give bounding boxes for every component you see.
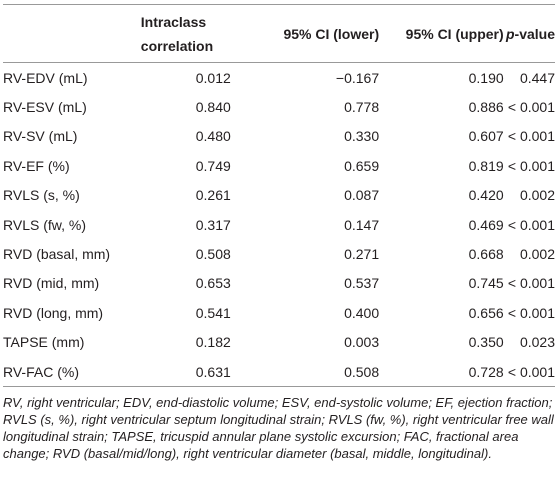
cell: < 0.001 bbox=[507, 99, 555, 116]
row-label: RVLS (s, %) bbox=[3, 187, 80, 204]
table-body: RV-EDV (mL) 0.012 −0.167 0.190 0.447 RV-ESV (… bbox=[3, 63, 555, 387]
cell: < 0.001 bbox=[507, 128, 555, 145]
cell: 0.537 bbox=[344, 275, 380, 292]
header-cell: Intraclass correlation bbox=[141, 5, 231, 63]
cell: 0.087 bbox=[344, 187, 380, 204]
header-text: Intraclass correlation bbox=[140, 13, 214, 54]
cell: 0.541 bbox=[195, 304, 231, 321]
page: Intraclass correlation 95% CI (lower) 95… bbox=[0, 4, 559, 487]
cell: 0.400 bbox=[344, 304, 380, 321]
cell: 0.190 bbox=[468, 69, 504, 86]
cell: 0.182 bbox=[195, 334, 231, 351]
row-label: RV-FAC (%) bbox=[3, 363, 79, 380]
cell: 0.002 bbox=[519, 246, 555, 263]
cell: 0.330 bbox=[344, 128, 380, 145]
header-cell: p-value bbox=[504, 5, 555, 63]
cell: 0.749 bbox=[195, 157, 231, 174]
table-row: RVLS (s, %) 0.261 0.087 0.420 0.002 bbox=[3, 181, 555, 210]
header-row: Intraclass correlation 95% CI (lower) 95… bbox=[3, 4, 555, 63]
footnote: RV, right ventricular; EDV, end-diastoli… bbox=[3, 395, 554, 462]
cell: 0.819 bbox=[468, 157, 504, 174]
cell: 0.668 bbox=[468, 246, 504, 263]
cell: 0.886 bbox=[468, 99, 504, 116]
cell: 0.745 bbox=[468, 275, 504, 292]
table-row: RV-EDV (mL) 0.012 −0.167 0.190 0.447 bbox=[3, 63, 555, 93]
table-row: RV-ESV (mL) 0.840 0.778 0.886 < 0.001 bbox=[3, 92, 555, 121]
cell: 0.147 bbox=[344, 216, 380, 233]
cell: 0.447 bbox=[519, 69, 555, 86]
cell: 0.023 bbox=[519, 334, 555, 351]
data-table: Intraclass correlation 95% CI (lower) 95… bbox=[3, 4, 555, 387]
cell: 0.728 bbox=[468, 363, 504, 380]
row-label: RV-ESV (mL) bbox=[3, 99, 87, 116]
cell: 0.659 bbox=[344, 157, 380, 174]
row-label: RVD (mid, mm) bbox=[3, 275, 100, 292]
cell: 0.631 bbox=[195, 363, 231, 380]
header-cell: 95% CI (lower) bbox=[283, 25, 380, 42]
row-label: RVD (basal, mm) bbox=[3, 246, 111, 263]
cell: 0.350 bbox=[468, 334, 504, 351]
cell: 0.508 bbox=[344, 363, 380, 380]
row-label: RV-SV (mL) bbox=[3, 128, 78, 145]
cell: 0.261 bbox=[195, 187, 231, 204]
cell: < 0.001 bbox=[507, 363, 555, 380]
cell: −0.167 bbox=[335, 69, 380, 86]
table-row: RV-EF (%) 0.749 0.659 0.819 < 0.001 bbox=[3, 151, 555, 180]
cell: 0.003 bbox=[344, 334, 380, 351]
table-row: RV-SV (mL) 0.480 0.330 0.607 < 0.001 bbox=[3, 122, 555, 151]
row-label: RVD (long, mm) bbox=[3, 304, 104, 321]
cell: < 0.001 bbox=[507, 275, 555, 292]
cell: 0.607 bbox=[468, 128, 504, 145]
cell: 0.480 bbox=[195, 128, 231, 145]
table-header: Intraclass correlation 95% CI (lower) 95… bbox=[3, 4, 555, 63]
cell: 0.469 bbox=[468, 216, 504, 233]
cell: 0.778 bbox=[344, 99, 380, 116]
row-label: RV-EDV (mL) bbox=[3, 69, 88, 86]
cell: 0.271 bbox=[344, 246, 380, 263]
table-row: RVD (mid, mm) 0.653 0.537 0.745 < 0.001 bbox=[3, 269, 555, 298]
table-row: TAPSE (mm) 0.182 0.003 0.350 0.023 bbox=[3, 328, 555, 357]
table-row: RVD (long, mm) 0.541 0.400 0.656 < 0.001 bbox=[3, 298, 555, 327]
row-label: TAPSE (mm) bbox=[3, 334, 85, 351]
table-row: RVD (basal, mm) 0.508 0.271 0.668 0.002 bbox=[3, 239, 555, 268]
header-cell: 95% CI (upper) bbox=[405, 25, 504, 42]
table-row: RVLS (fw, %) 0.317 0.147 0.469 < 0.001 bbox=[3, 210, 555, 239]
cell: < 0.001 bbox=[507, 216, 555, 233]
cell: 0.317 bbox=[195, 216, 231, 233]
header-cell bbox=[3, 5, 141, 63]
cell: < 0.001 bbox=[507, 157, 555, 174]
table-row: RV-FAC (%) 0.631 0.508 0.728 < 0.001 bbox=[3, 357, 555, 387]
cell: 0.508 bbox=[195, 246, 231, 263]
cell: 0.653 bbox=[195, 275, 231, 292]
row-label: RVLS (fw, %) bbox=[3, 216, 86, 233]
row-label: RV-EF (%) bbox=[3, 157, 70, 174]
cell: 0.840 bbox=[195, 99, 231, 116]
cell: 0.420 bbox=[468, 187, 504, 204]
cell: 0.656 bbox=[468, 304, 504, 321]
header-italic: p bbox=[505, 25, 515, 42]
cell: < 0.001 bbox=[507, 304, 555, 321]
header-text: -value bbox=[514, 25, 555, 42]
cell: 0.012 bbox=[195, 69, 231, 86]
cell: 0.002 bbox=[519, 187, 555, 204]
